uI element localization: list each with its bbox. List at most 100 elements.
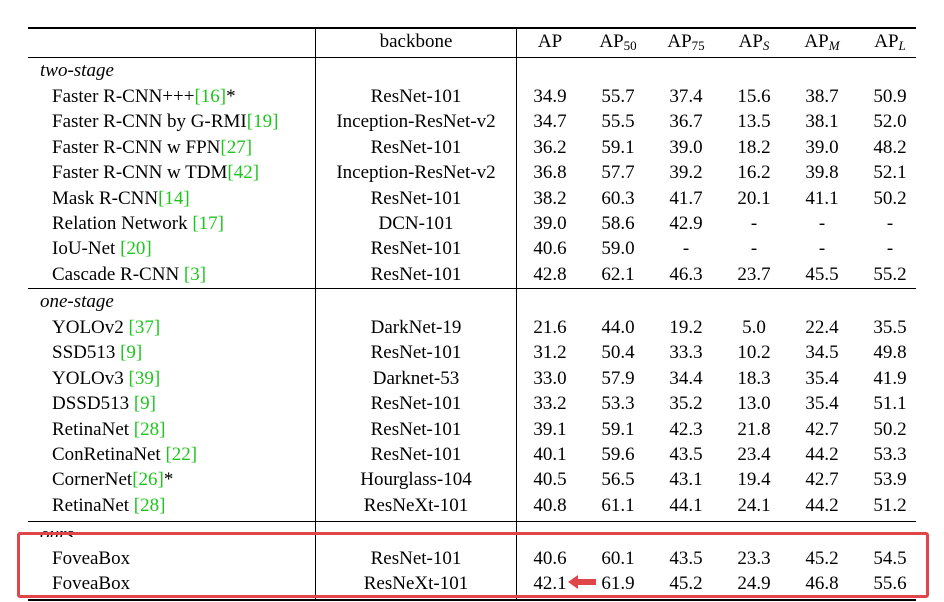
header-ap50: AP50 [584, 30, 652, 54]
method-label: IoU-Net [52, 238, 121, 260]
method-name: CornerNet[26]* [52, 467, 173, 492]
apm-cell: - [818, 213, 826, 234]
apl-cell: 53.9 [873, 469, 907, 491]
ap75-cell: 46.3 [669, 263, 703, 285]
ap-cell: 33.0 [533, 367, 567, 389]
method-name: Faster R-CNN w FPN[27] [52, 135, 252, 160]
ap50-cell: 61.1 [601, 494, 635, 516]
method-name: FoveaBox [52, 571, 130, 596]
header-ap50-label: AP [599, 31, 624, 52]
citation-link[interactable]: [26] [132, 469, 164, 491]
ap75-cell: 39.0 [669, 136, 703, 158]
apl-cell: 50.2 [873, 187, 907, 209]
method-name: Faster R-CNN+++[16]* [52, 84, 236, 109]
ap-cell: 39.0 [533, 213, 567, 234]
citation-link[interactable]: [9] [120, 342, 143, 364]
method-label: Faster R-CNN+++ [52, 86, 195, 107]
header-apl: APL [856, 30, 924, 54]
method-label: SSD513 [52, 342, 121, 364]
ap50-cell: 58.6 [601, 213, 635, 234]
group-rule-one-stage [28, 288, 916, 289]
apl-cell: 49.8 [873, 342, 907, 364]
group-label-one-stage: one-stage [40, 291, 114, 312]
ap-cell: 36.2 [533, 136, 567, 158]
aps-cell: 18.3 [737, 367, 771, 389]
backbone-cell: Inception-ResNet-v2 [336, 162, 496, 184]
backbone-cell: ResNet-101 [370, 393, 462, 415]
aps-cell: 13.5 [737, 111, 771, 133]
backbone-cell: Darknet-53 [372, 367, 460, 389]
header-apl-label: AP [874, 31, 899, 52]
method-name: RetinaNet [28] [52, 493, 165, 518]
backbone-cell: ResNet-101 [370, 418, 462, 440]
apm-cell: 44.2 [805, 494, 839, 516]
method-label: ConRetinaNet [52, 444, 166, 465]
ap50-cell: 59.1 [601, 418, 635, 440]
backbone-cell: ResNet-101 [370, 136, 462, 158]
method-label: Faster R-CNN w TDM [52, 162, 228, 184]
backbone-cell: ResNeXt-101 [363, 494, 469, 516]
apm-cell: 35.4 [805, 393, 839, 415]
citation-link[interactable]: [20] [120, 238, 152, 260]
apl-cell: - [886, 213, 894, 234]
citation-link[interactable]: [16] [194, 86, 227, 107]
citation-link[interactable]: [27] [220, 136, 253, 158]
separator-method-backbone [315, 29, 316, 600]
ap75-cell: 42.9 [669, 213, 703, 234]
method-name: YOLOv3 [39] [52, 366, 160, 391]
citation-link[interactable]: [9] [133, 393, 156, 415]
red-arrow-icon [568, 575, 596, 589]
ap75-cell: 45.2 [669, 573, 703, 595]
header-apm-label: AP [804, 31, 829, 52]
method-name: RetinaNet [28] [52, 417, 165, 442]
header-apm-sub: M [828, 38, 840, 53]
method-name: IoU-Net [20] [52, 236, 152, 261]
ap75-cell: 42.3 [669, 418, 703, 440]
aps-cell: 16.2 [737, 162, 771, 184]
ap-cell: 36.8 [533, 162, 567, 184]
aps-cell: 5.0 [742, 317, 766, 338]
ap50-cell: 59.6 [601, 444, 635, 465]
apm-cell: 39.0 [805, 136, 839, 158]
backbone-cell: DarkNet-19 [370, 317, 462, 338]
aps-cell: - [750, 213, 758, 234]
citation-link[interactable]: [3] [183, 263, 207, 285]
ap75-cell: 35.2 [669, 393, 703, 415]
citation-link[interactable]: [14] [158, 187, 190, 209]
backbone-cell: ResNeXt-101 [363, 573, 469, 595]
aps-cell: 20.1 [737, 187, 771, 209]
ap75-cell: 19.2 [669, 317, 703, 338]
header-backbone: backbone [379, 31, 453, 52]
ap75-cell: 39.2 [669, 162, 703, 184]
citation-link[interactable]: [22] [165, 444, 198, 465]
ap50-cell: 59.0 [601, 238, 635, 260]
header-rule [28, 57, 916, 58]
ap75-cell: 43.5 [669, 548, 703, 569]
ap50-cell: 55.5 [601, 111, 635, 133]
ap75-cell: 34.4 [669, 367, 703, 389]
citation-link[interactable]: [42] [227, 162, 260, 184]
method-label: DSSD513 [52, 393, 134, 415]
ap50-cell: 56.5 [601, 469, 635, 491]
citation-link[interactable]: [17] [192, 213, 225, 234]
ap75-cell: 43.1 [669, 469, 703, 491]
ap-cell: 40.5 [533, 469, 567, 491]
method-name: SSD513 [9] [52, 340, 142, 365]
header-apm: APM [788, 30, 856, 54]
method-name: Mask R-CNN[14] [52, 186, 190, 211]
citation-link[interactable]: [39] [128, 367, 161, 389]
citation-link[interactable]: [37] [128, 317, 161, 338]
citation-link[interactable]: [28] [133, 418, 166, 440]
method-name: Cascade R-CNN [3] [52, 262, 206, 287]
top-rule [28, 27, 916, 29]
citation-link[interactable]: [28] [133, 494, 166, 516]
ap50-cell: 44.0 [601, 317, 635, 338]
apm-cell: 39.8 [805, 162, 839, 184]
method-label: YOLOv3 [52, 367, 129, 389]
apl-cell: 54.5 [873, 548, 907, 569]
ap75-cell: 36.7 [669, 111, 703, 133]
highlight-box [17, 532, 929, 598]
citation-link[interactable]: [19] [246, 111, 279, 133]
ap-cell: 42.8 [533, 263, 567, 285]
apl-cell: 51.2 [873, 494, 907, 516]
